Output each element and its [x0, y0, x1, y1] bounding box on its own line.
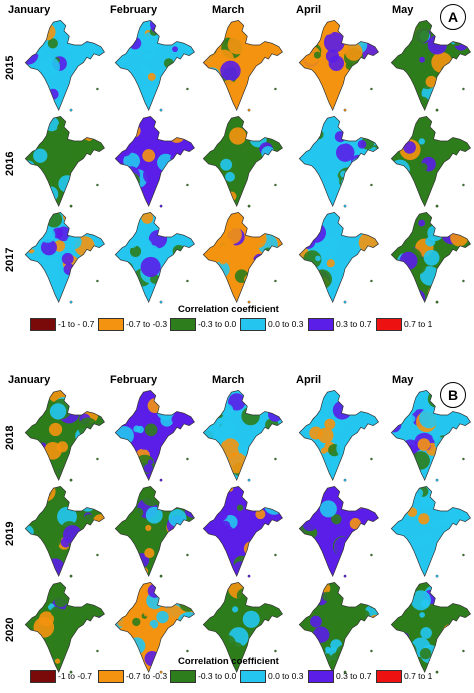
- year-label-2016: 2016: [4, 151, 16, 176]
- india-map-2015-january: [20, 18, 108, 116]
- legend-swatch: [376, 318, 402, 331]
- legend-label: -0.7 to -0.3: [126, 671, 168, 681]
- panel-label-badge: A: [440, 4, 466, 30]
- india-map-2017-march: [198, 210, 286, 308]
- india-map-2020-february: [110, 580, 198, 678]
- legend-swatch: [30, 318, 56, 331]
- year-label-2019: 2019: [4, 521, 16, 546]
- legend-swatch: [308, 670, 334, 683]
- legend-label: 0.0 to 0.3: [268, 319, 304, 329]
- month-label-february: February: [110, 374, 158, 386]
- india-map-2018-april: [294, 388, 382, 486]
- legend-label: 0.3 to 0.7: [336, 671, 372, 681]
- india-map-2016-january: [20, 114, 108, 212]
- india-map-2018-january: [20, 388, 108, 486]
- india-map-2020-april: [294, 580, 382, 678]
- legend-title: Correlation coefficient: [178, 656, 279, 667]
- legend-title: Correlation coefficient: [178, 304, 279, 315]
- india-map-2017-may: [386, 210, 474, 308]
- year-label-2017: 2017: [4, 247, 16, 272]
- legend-label: 0.3 to 0.7: [336, 319, 372, 329]
- india-map-2019-april: [294, 484, 382, 582]
- month-label-january: January: [8, 4, 51, 16]
- panel-b: B January February March April May 2018: [0, 348, 474, 693]
- legend-label: -1 to -0.7: [58, 671, 93, 681]
- india-map-2015-march: [198, 18, 286, 116]
- legend: -1 to - 0.7 -0.7 to -0.3 -0.3 to 0.0 0.0 to…: [30, 318, 450, 332]
- month-label-march: March: [212, 374, 245, 386]
- legend-swatch: [308, 318, 334, 331]
- legend-swatch: [240, 670, 266, 683]
- legend-swatch: [376, 670, 402, 683]
- legend-label: -0.3 to 0.0: [198, 319, 237, 329]
- month-label-april: April: [296, 374, 322, 386]
- india-map-2016-march: [198, 114, 286, 212]
- india-map-2017-january: [20, 210, 108, 308]
- india-map-2018-march: [198, 388, 286, 486]
- month-label-march: March: [212, 4, 245, 16]
- month-label-february: February: [110, 4, 158, 16]
- year-label-2015: 2015: [4, 55, 16, 80]
- legend-swatch: [98, 318, 124, 331]
- legend-swatch: [98, 670, 124, 683]
- panel-label-badge: B: [440, 382, 466, 408]
- india-map-2020-may: [386, 580, 474, 678]
- india-map-2017-april: [294, 210, 382, 308]
- india-map-2018-february: [110, 388, 198, 486]
- india-map-2019-january: [20, 484, 108, 582]
- india-map-2015-april: [294, 18, 382, 116]
- legend-swatch: [30, 670, 56, 683]
- india-map-2019-may: [386, 484, 474, 582]
- india-map-2019-march: [198, 484, 286, 582]
- india-map-2016-february: [110, 114, 198, 212]
- india-map-2015-february: [110, 18, 198, 116]
- india-map-2016-april: [294, 114, 382, 212]
- india-map-2017-february: [110, 210, 198, 308]
- india-map-2020-march: [198, 580, 286, 678]
- month-label-may: May: [392, 374, 414, 386]
- year-label-2020: 2020: [4, 617, 16, 642]
- legend-swatch: [240, 318, 266, 331]
- legend-swatch: [170, 670, 196, 683]
- legend-label: 0.7 to 1: [404, 319, 433, 329]
- india-map-2020-january: [20, 580, 108, 678]
- month-label-may: May: [392, 4, 414, 16]
- year-label-2018: 2018: [4, 425, 16, 450]
- legend-label: 0.7 to 1: [404, 671, 433, 681]
- legend-swatch: [170, 318, 196, 331]
- legend: -1 to -0.7 -0.7 to -0.3 -0.3 to 0.0 0.0 to …: [30, 670, 450, 684]
- legend-label: 0.0 to 0.3: [268, 671, 304, 681]
- legend-label: -1 to - 0.7: [58, 319, 95, 329]
- india-map-2016-may: [386, 114, 474, 212]
- india-map-2018-may: [386, 388, 474, 486]
- legend-label: -0.3 to 0.0: [198, 671, 237, 681]
- legend-label: -0.7 to -0.3: [126, 319, 168, 329]
- month-label-april: April: [296, 4, 322, 16]
- month-label-january: January: [8, 374, 51, 386]
- india-map-2019-february: [110, 484, 198, 582]
- india-map-2015-may: [386, 18, 474, 116]
- panel-a: A January February March April May 2015: [0, 0, 474, 345]
